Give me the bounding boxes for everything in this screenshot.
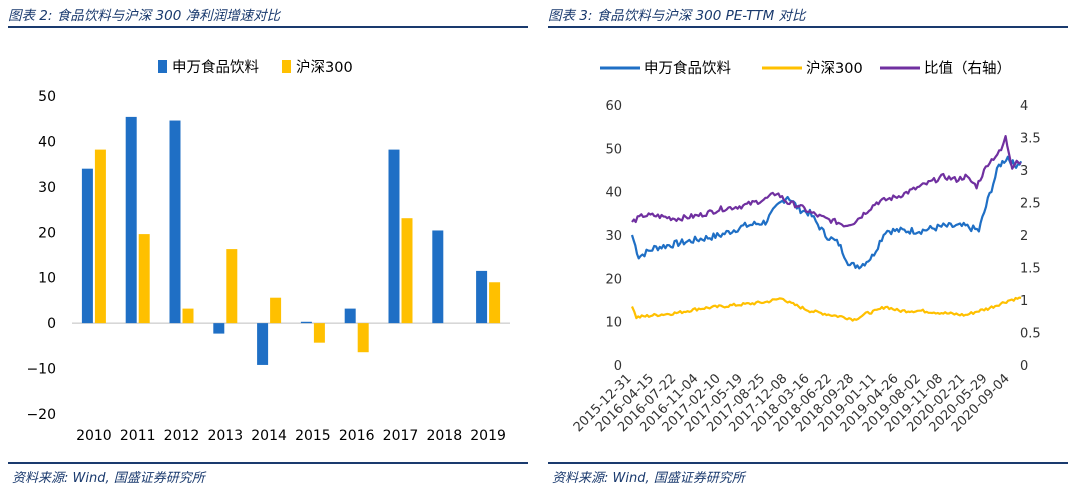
x-tick-label: 2019 <box>470 428 506 444</box>
y-left-tick-label: 50 <box>605 142 622 157</box>
legend-label: 申万食品饮料 <box>644 60 731 77</box>
legend-label: 沪深300 <box>296 59 353 76</box>
bar-food-beverage <box>257 323 269 365</box>
series-line-food-beverage <box>630 155 1023 270</box>
bar-food-beverage <box>169 120 181 324</box>
bar-food-beverage <box>300 321 312 324</box>
bar-food-beverage <box>213 323 225 334</box>
series-line-csi300 <box>630 296 1022 322</box>
bar-csi300 <box>182 308 194 324</box>
y-left-tick-label: 40 <box>605 186 622 201</box>
left-chart-title: 图表 2: 食品饮料与沪深 300 净利润增速对比 <box>8 8 281 24</box>
x-tick-label: 2018 <box>426 428 462 444</box>
legend-label: 比值（右轴） <box>924 60 1011 77</box>
left-source-rule <box>8 462 528 464</box>
y-tick-label: 0 <box>47 316 56 332</box>
bar-food-beverage <box>432 230 444 324</box>
y-right-tick-label: 2.5 <box>1020 197 1041 212</box>
right-source-note: 资料来源: Wind, 国盛证券研究所 <box>552 471 745 486</box>
bar-csi300 <box>313 323 325 343</box>
right-chart-title: 图表 3: 食品饮料与沪深 300 PE-TTM 对比 <box>548 8 806 24</box>
bar-food-beverage <box>388 149 400 324</box>
y-right-tick-label: 1.5 <box>1020 262 1041 277</box>
y-right-tick-label: 3 <box>1020 164 1028 179</box>
y-right-tick-label: 3.5 <box>1020 132 1041 147</box>
bar-csi300 <box>270 297 282 324</box>
bar-csi300 <box>357 323 369 353</box>
legend-swatch <box>158 60 167 73</box>
y-tick-label: 40 <box>38 134 56 150</box>
y-tick-label: 50 <box>38 89 56 105</box>
left-chart-panel: 图表 2: 食品饮料与沪深 300 净利润增速对比 −20 −10 0 10 20 30 4… <box>8 8 528 486</box>
legend-label: 申万食品饮料 <box>172 59 259 76</box>
legend-label: 沪深300 <box>806 60 863 77</box>
right-chart-panel: 图表 3: 食品饮料与沪深 300 PE-TTM 对比 0 10 20 30 40 50 6… <box>540 0 1080 500</box>
y-tick-label: −20 <box>26 407 56 423</box>
x-tick-label: 2016 <box>339 428 375 444</box>
y-left-tick-label: 20 <box>605 272 622 287</box>
bar-csi300 <box>489 282 501 324</box>
right-title-rule <box>548 26 1068 28</box>
left-source-note: 资料来源: Wind, 国盛证券研究所 <box>12 471 205 486</box>
y-left-tick-label: 0 <box>614 359 622 374</box>
bar-csi300 <box>94 149 106 324</box>
y-left-tick-label: 30 <box>605 229 622 244</box>
y-tick-label: 10 <box>38 271 56 287</box>
y-right-tick-label: 1 <box>1020 294 1028 309</box>
bar-csi300 <box>138 234 150 324</box>
x-tick-label: 2011 <box>120 428 156 444</box>
right-source-rule <box>548 462 1068 464</box>
y-left-tick-label: 10 <box>605 316 622 331</box>
y-right-tick-label: 0 <box>1020 359 1028 374</box>
x-tick-label: 2013 <box>207 428 243 444</box>
x-tick-label: 2014 <box>251 428 287 444</box>
y-right-tick-label: 0.5 <box>1020 327 1041 342</box>
line-chart: 010203040506000.511.522.533.542015-12-31… <box>571 60 1041 435</box>
y-tick-label: −10 <box>26 362 56 378</box>
bar-food-beverage <box>344 308 356 324</box>
bar-csi300 <box>401 218 413 324</box>
bar-csi300 <box>226 249 238 324</box>
y-tick-label: 30 <box>38 180 56 196</box>
bar-food-beverage <box>125 116 137 324</box>
y-left-tick-label: 60 <box>605 99 622 114</box>
y-right-tick-label: 2 <box>1020 229 1028 244</box>
series-line-ratio <box>631 135 1022 228</box>
x-tick-label: 2012 <box>164 428 200 444</box>
y-right-tick-label: 4 <box>1020 99 1028 114</box>
left-title-rule <box>8 26 528 28</box>
bar-chart: −20 −10 0 10 20 30 40 50 2010 2011 2012 2013 2014 201… <box>26 59 510 444</box>
x-tick-label: 2010 <box>76 428 112 444</box>
legend-swatch <box>282 60 291 73</box>
y-tick-label: 20 <box>38 225 56 241</box>
x-tick-label: 2015 <box>295 428 331 444</box>
bar-food-beverage <box>476 270 488 324</box>
bar-food-beverage <box>81 168 93 324</box>
x-tick-label: 2017 <box>383 428 419 444</box>
